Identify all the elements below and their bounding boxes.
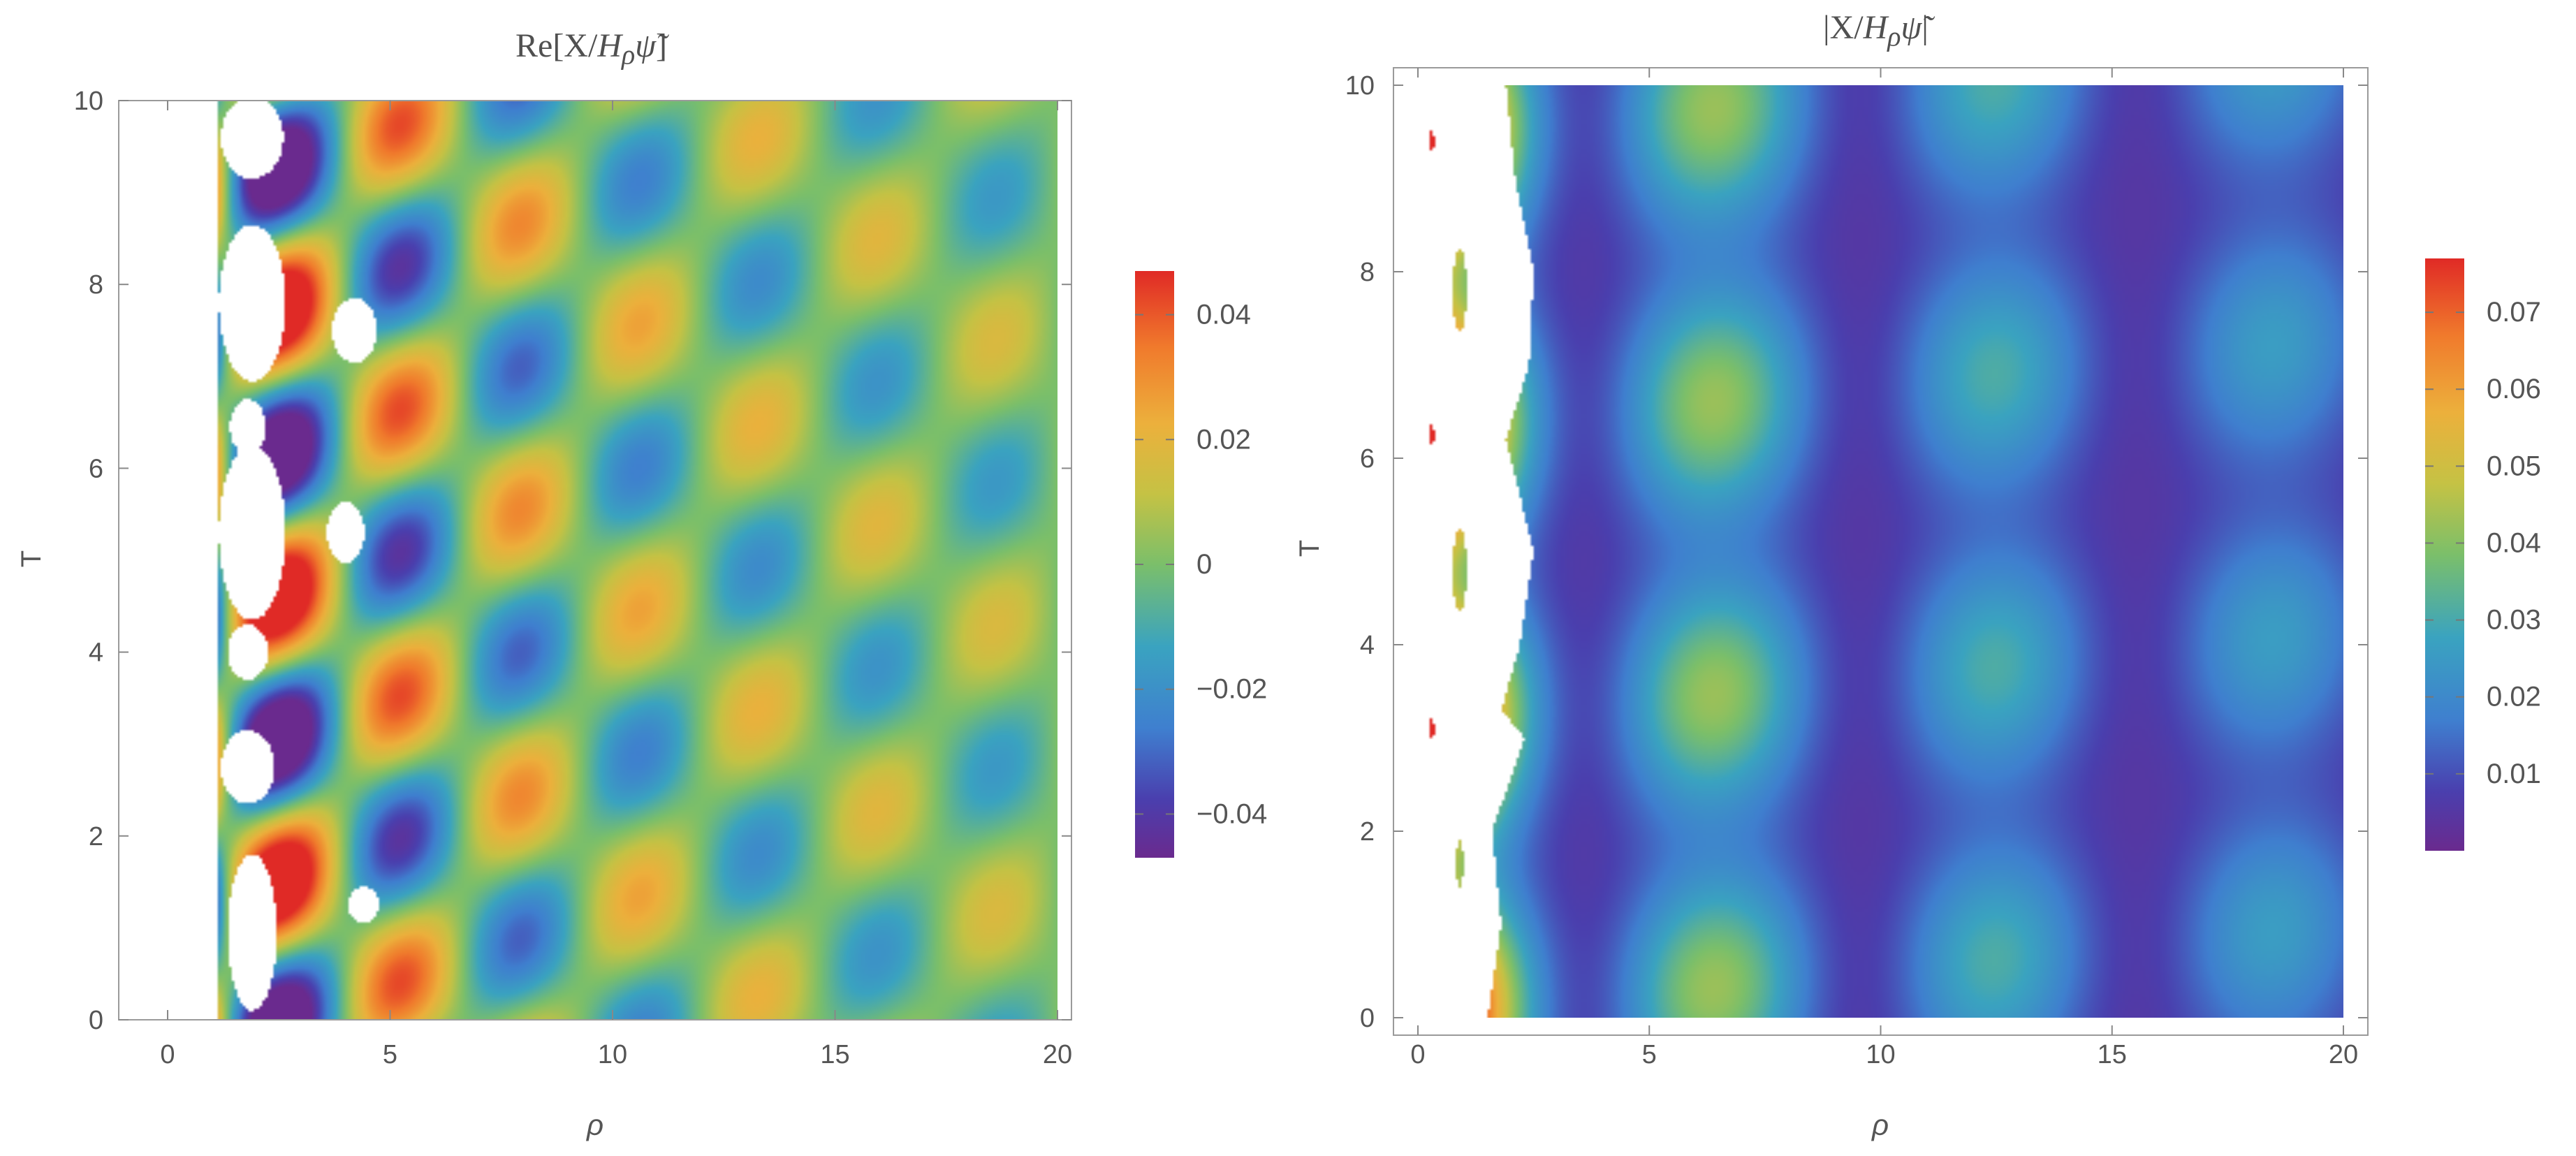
- right-y-tick-label: 2: [1360, 817, 1375, 847]
- right-colorbar-tick-label: 0.07: [2487, 297, 2541, 328]
- right-x-tick-label: 10: [1866, 1040, 1895, 1069]
- left-x-tick-label: 10: [598, 1040, 627, 1069]
- right-x-tick-label: 20: [2329, 1040, 2358, 1069]
- right-y-ticks: 0 2 4 6 8 10: [1345, 71, 2368, 1033]
- left-colorbar-tick-label: 0.04: [1196, 300, 1251, 330]
- left-colorbar-tick-label: −0.02: [1196, 674, 1267, 705]
- left-colorbar-ticks: 0.04 0.02 0 −0.02 −0.04: [1135, 300, 1267, 829]
- left-x-tick-label: 0: [160, 1040, 175, 1069]
- right-colorbar-tick-label: 0.04: [2487, 527, 2541, 558]
- right-y-tick-label: 6: [1360, 444, 1375, 474]
- right-colorbar-tick-label: 0.01: [2487, 759, 2541, 789]
- right-y-tick-label: 0: [1360, 1004, 1375, 1033]
- left-colorbar-tick-label: −0.04: [1196, 798, 1267, 829]
- left-y-tick-label: 8: [89, 270, 103, 300]
- left-x-ticks: 0 5 10 15 20: [160, 101, 1072, 1069]
- right-y-axis-label: T: [1294, 540, 1325, 557]
- right-heatmap-field: [1418, 85, 2343, 1018]
- left-colorbar-tick-label: 0.02: [1196, 424, 1251, 455]
- left-heatmap-panel: 0 5 10 15 20 0 2 4 6 8 10 ρ T 0.04 0.02 0 −0.02 −0.04: [16, 87, 1267, 1141]
- right-x-axis-label: ρ: [1871, 1109, 1889, 1141]
- left-x-axis-label: ρ: [585, 1109, 603, 1141]
- left-y-ticks: 0 2 4 6 8 10: [74, 87, 1071, 1035]
- right-colorbar-ticks: 0.07 0.06 0.05 0.04 0.03 0.02 0.01: [2425, 297, 2541, 789]
- right-colorbar-tick-label: 0.05: [2487, 451, 2541, 481]
- left-x-tick-label: 5: [383, 1040, 397, 1069]
- right-colorbar: [2425, 258, 2464, 851]
- left-x-tick-label: 20: [1043, 1040, 1072, 1069]
- right-colorbar-tick-label: 0.02: [2487, 682, 2541, 712]
- left-y-tick-label: 4: [89, 638, 103, 668]
- right-x-ticks: 0 5 10 15 20: [1410, 68, 2358, 1069]
- right-x-tick-label: 5: [1642, 1040, 1657, 1069]
- left-colorbar-tick-label: 0: [1196, 549, 1212, 580]
- left-y-axis-label: T: [16, 550, 47, 567]
- right-y-tick-label: 8: [1360, 258, 1375, 287]
- left-y-tick-label: 6: [89, 454, 103, 483]
- left-heatmap-field: [168, 101, 1058, 1020]
- left-x-tick-label: 15: [820, 1040, 849, 1069]
- right-colorbar-tick-label: 0.03: [2487, 605, 2541, 636]
- left-chart-title: Re[X/Hρψ̃]: [515, 27, 667, 71]
- left-plot-frame: [118, 100, 1072, 1020]
- right-colorbar-tick-label: 0.06: [2487, 374, 2541, 404]
- right-y-tick-label: 4: [1360, 631, 1375, 660]
- right-x-tick-label: 15: [2098, 1040, 2127, 1069]
- right-x-tick-label: 0: [1410, 1040, 1425, 1069]
- left-y-tick-label: 10: [74, 87, 103, 116]
- left-y-tick-label: 0: [89, 1006, 103, 1035]
- right-y-tick-label: 10: [1345, 71, 1375, 101]
- left-y-tick-label: 2: [89, 822, 103, 851]
- right-chart-title: |X/Hρψ̃|: [1823, 9, 1929, 52]
